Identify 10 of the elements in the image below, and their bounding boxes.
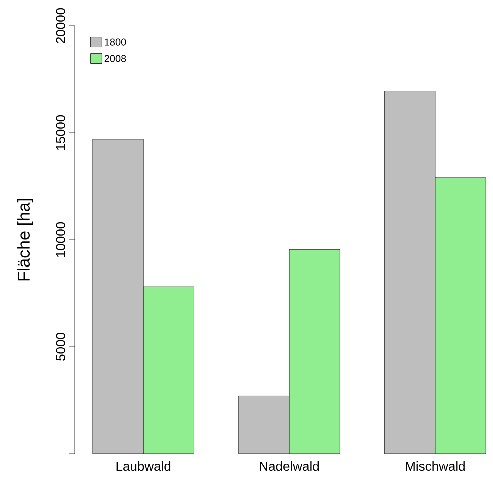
y-tick-label: 10000 bbox=[56, 222, 66, 258]
y-axis-title: Fläche [ha] bbox=[18, 199, 34, 281]
x-tick-label: Mischwald bbox=[406, 462, 465, 472]
y-tick-label: 15000 bbox=[56, 115, 66, 150]
x-tick-label: Nadelwald bbox=[260, 462, 320, 472]
y-tick-label: 20000 bbox=[56, 8, 66, 44]
y-tick-label: 5000 bbox=[56, 333, 66, 361]
legend-label: 1800 bbox=[105, 38, 126, 46]
legend-label: 2008 bbox=[104, 55, 126, 62]
x-tick-label: Laubwald bbox=[116, 462, 171, 472]
